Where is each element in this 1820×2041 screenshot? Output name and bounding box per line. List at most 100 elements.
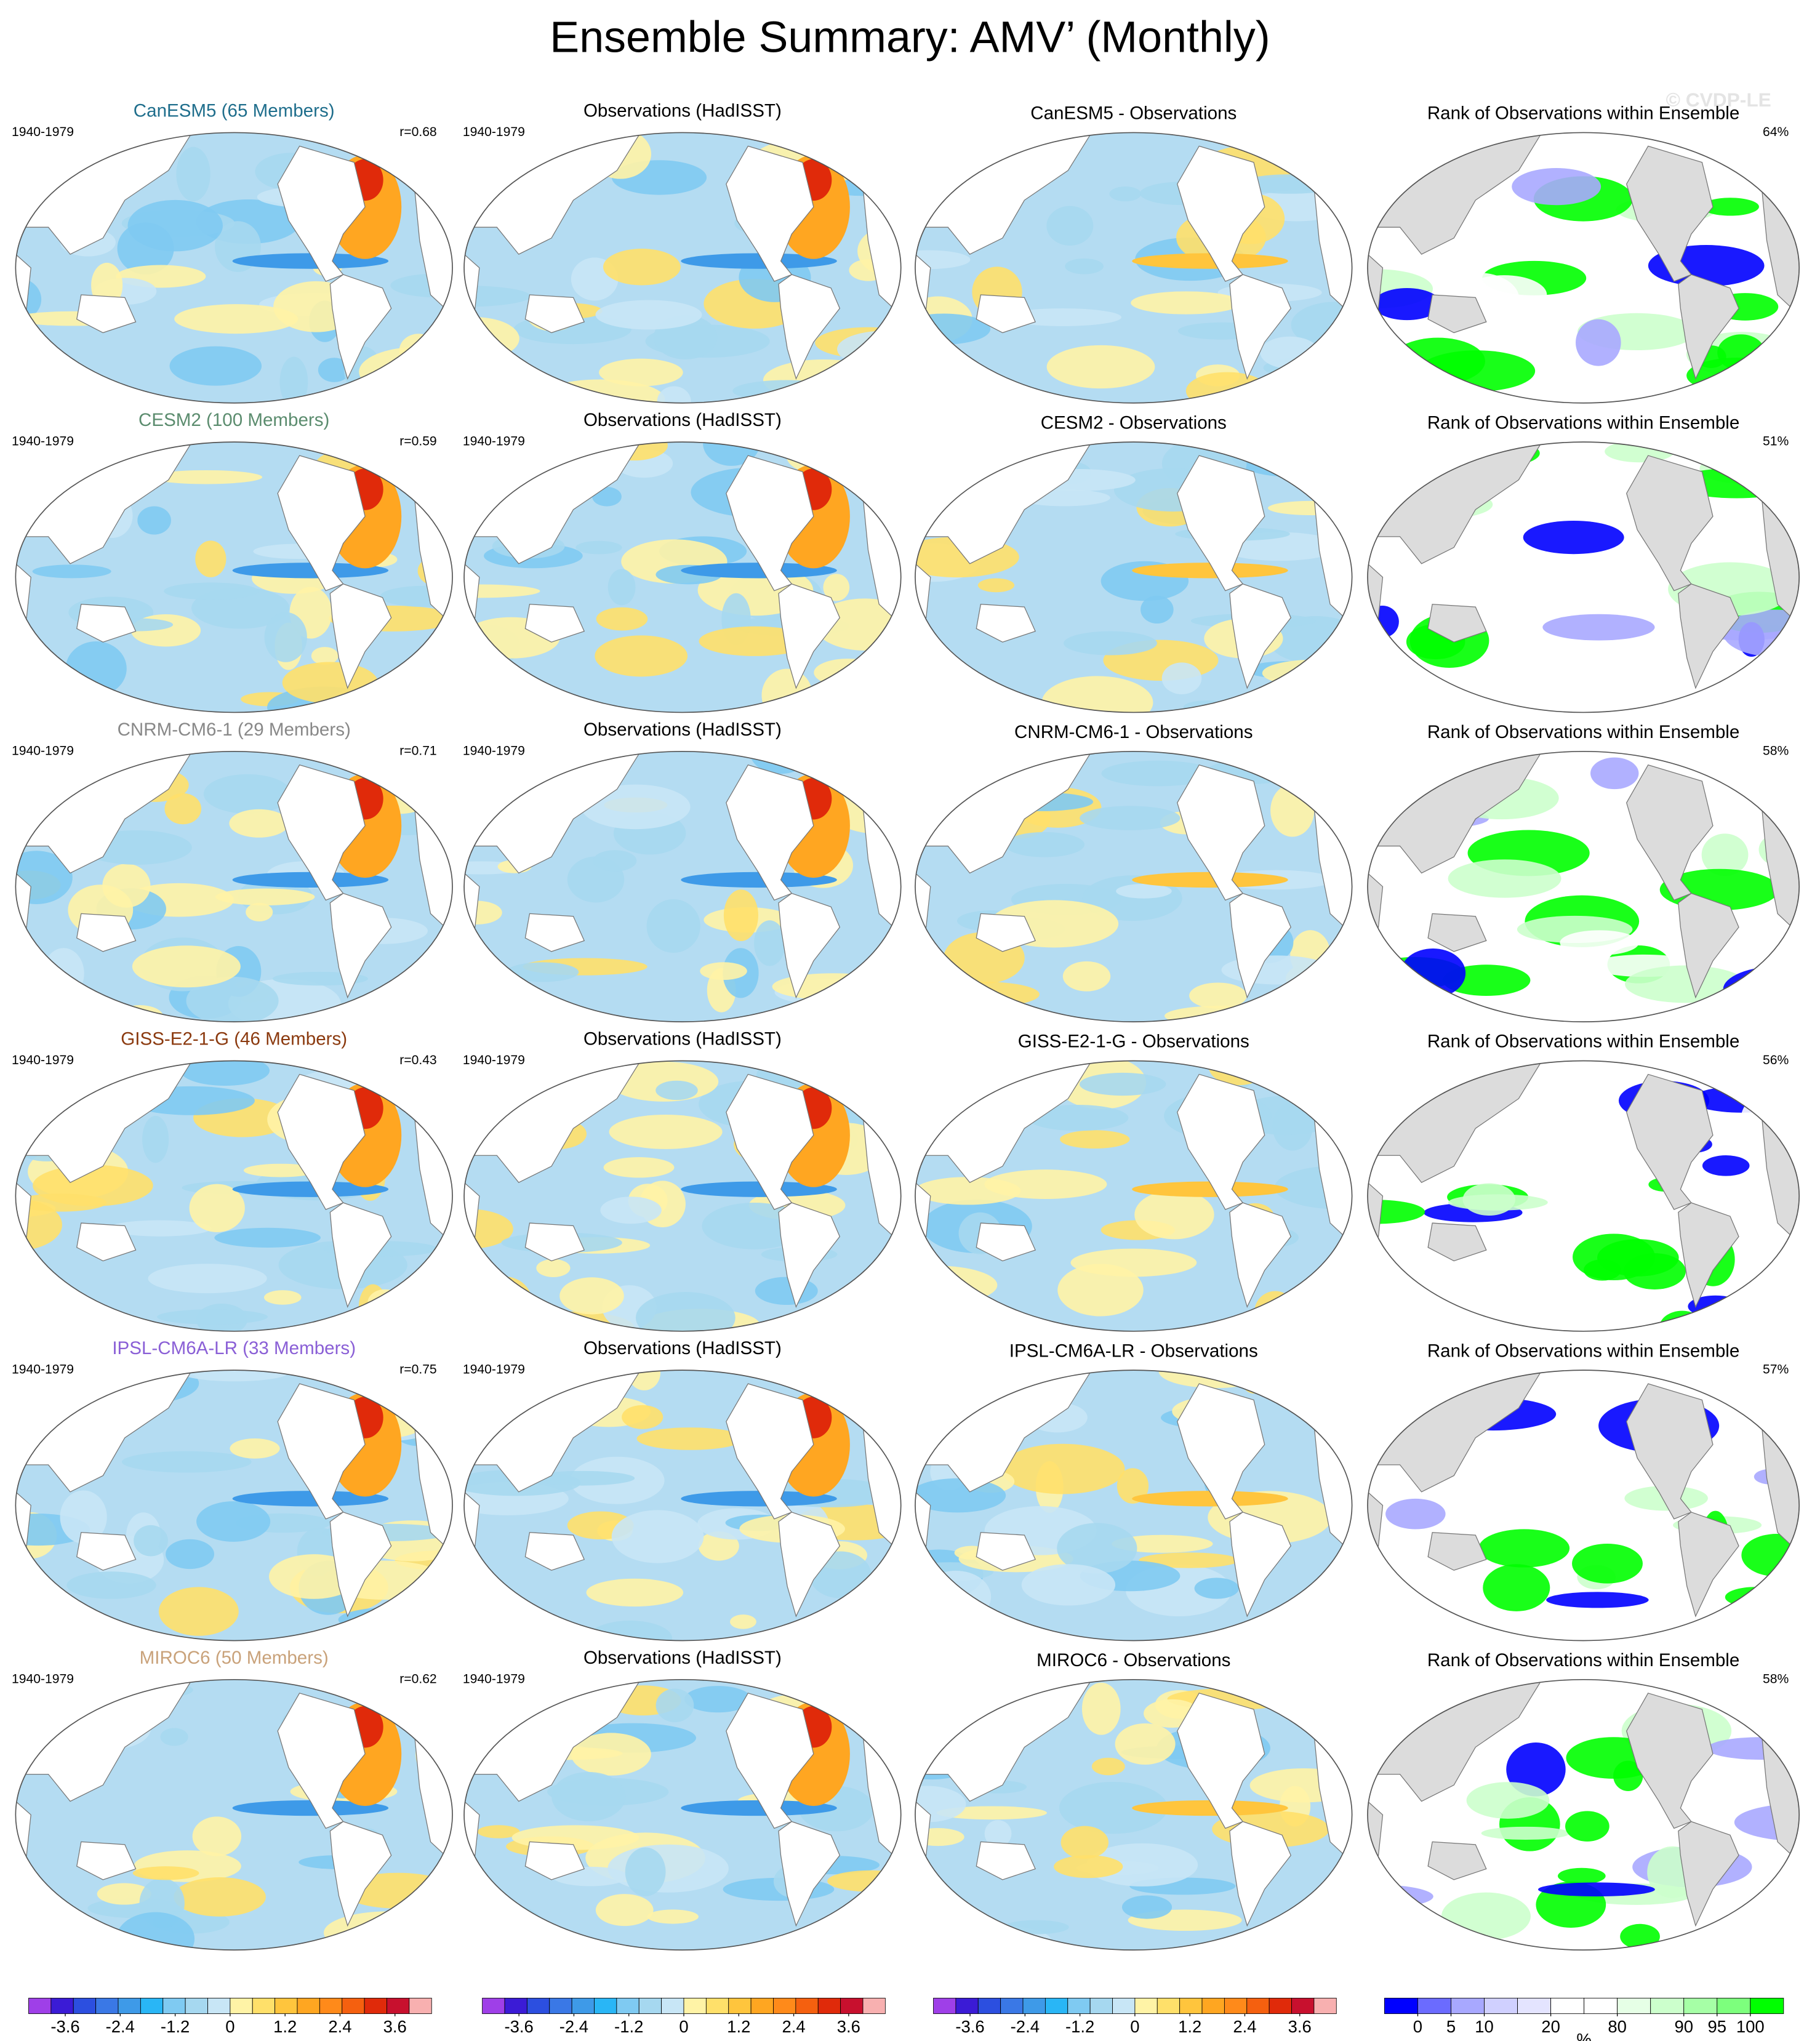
colorbar-swatch [1683, 1997, 1718, 2015]
period: 1940-1979 [463, 1363, 525, 1377]
pattern-blob [1267, 500, 1352, 516]
panel-title: CNRM-CM6-1 - Observations [1014, 722, 1253, 742]
pattern-blob [1134, 1190, 1214, 1240]
pattern-blob [1260, 336, 1320, 369]
map-border [463, 1060, 902, 1332]
panel-title: GISS-E2-1-G (46 Members) [121, 1029, 347, 1049]
continent [1427, 913, 1487, 952]
panel-title: Observations (HadISST) [583, 1029, 782, 1049]
pattern-blob [1373, 1062, 1435, 1084]
map [915, 751, 1352, 1022]
correlation: r=0.43 [399, 1053, 436, 1067]
colorbar-swatch [1089, 1997, 1113, 2015]
pattern-blob [324, 1911, 452, 1951]
pattern-blob [382, 1912, 453, 1951]
period: 1940-1979 [463, 125, 525, 139]
map-border [15, 1678, 453, 1951]
pattern-blob [977, 578, 1015, 593]
pattern-blob [1602, 1193, 1681, 1225]
pattern-blob [32, 564, 111, 579]
continent [1678, 1512, 1739, 1618]
panel-title: Observations (HadISST) [583, 100, 782, 121]
colorbar-tick-label: 100 [1736, 2017, 1765, 2036]
pattern-blob [464, 317, 519, 361]
pattern-blob [1723, 609, 1800, 657]
pattern-blob [804, 1370, 901, 1384]
colorbar-swatch [230, 1997, 253, 2015]
colorbar-swatch [409, 1997, 432, 2015]
pattern-blob [1478, 393, 1509, 403]
panel-title: Observations (HadISST) [583, 410, 782, 430]
map-border [1367, 1060, 1800, 1332]
pattern-blob [15, 371, 44, 393]
pattern-blob [1191, 1679, 1318, 1688]
pattern-blob [338, 1606, 453, 1633]
pattern-blob [939, 1061, 1025, 1083]
continent [976, 1532, 1036, 1571]
colorbar-swatch [1313, 1997, 1337, 2015]
continent [329, 892, 392, 999]
pattern-blob [1121, 1895, 1173, 1919]
map-border [463, 132, 902, 404]
continent [778, 1821, 841, 1927]
pattern-blob [1728, 1606, 1800, 1639]
pattern-blob [1091, 1757, 1125, 1776]
pattern-blob [1265, 1370, 1352, 1394]
continent [778, 583, 841, 689]
colorbar-tick-label: 2.4 [328, 2017, 351, 2036]
colorbar-swatch [1517, 1997, 1552, 2015]
colorbar-swatch [683, 1997, 707, 2015]
pattern-blob [1183, 700, 1231, 713]
map [464, 132, 901, 403]
pattern-blob [581, 784, 691, 830]
pattern-blob [729, 1614, 756, 1629]
colorbar-swatch [73, 1997, 97, 2015]
pattern-blob [551, 1771, 626, 1821]
period: 1940-1979 [463, 1053, 525, 1067]
panel-title: MIROC6 (50 Members) [140, 1648, 329, 1668]
colorbar-swatch [275, 1997, 298, 2015]
colorbar-swatch [1717, 1997, 1751, 2015]
colorbar-swatch [118, 1997, 141, 2015]
pattern-blob [33, 1165, 153, 1206]
pattern-blob [837, 331, 901, 368]
map-border [915, 1060, 1353, 1332]
continent [1678, 1202, 1739, 1309]
panel-title: Observations (HadISST) [583, 720, 782, 740]
correlation: r=0.62 [399, 1672, 436, 1686]
pattern-blob [329, 379, 453, 403]
continent [976, 294, 1036, 334]
pattern-blob [116, 1912, 195, 1951]
pattern-blob [66, 1571, 156, 1599]
pattern-blob [1441, 1892, 1531, 1941]
continent [1229, 1202, 1291, 1309]
pattern-blob [158, 1587, 239, 1636]
pattern-blob [1131, 291, 1241, 315]
pattern-blob [849, 447, 901, 468]
continent [329, 1202, 392, 1309]
colorbar-tick-label: 3.6 [837, 2017, 860, 2036]
pattern-blob [603, 1157, 675, 1178]
period: 1940-1979 [12, 435, 74, 449]
pattern-blob [823, 574, 850, 601]
pattern-blob [700, 962, 747, 980]
pattern-blob [647, 1909, 699, 1924]
pattern-blob [625, 1847, 666, 1896]
map-border [463, 1369, 902, 1642]
pattern-blob [1523, 520, 1624, 555]
map-border [1367, 441, 1800, 713]
colorbar-tick-label: -3.6 [955, 2017, 984, 2036]
panel-title: IPSL-CM6A-LR (33 Members) [112, 1338, 356, 1358]
map [1367, 442, 1800, 713]
colorbar-tick-label: -1.2 [614, 2017, 643, 2036]
pattern-blob [232, 1491, 389, 1507]
pattern-blob [1512, 168, 1602, 206]
pattern-blob [636, 1427, 744, 1450]
continent [1427, 1222, 1487, 1262]
pattern-blob [127, 199, 223, 252]
pattern-blob [646, 899, 700, 953]
continent [524, 1222, 585, 1262]
colorbar-swatch [549, 1997, 572, 2015]
pattern-blob [681, 253, 837, 269]
pattern-blob [174, 304, 299, 334]
